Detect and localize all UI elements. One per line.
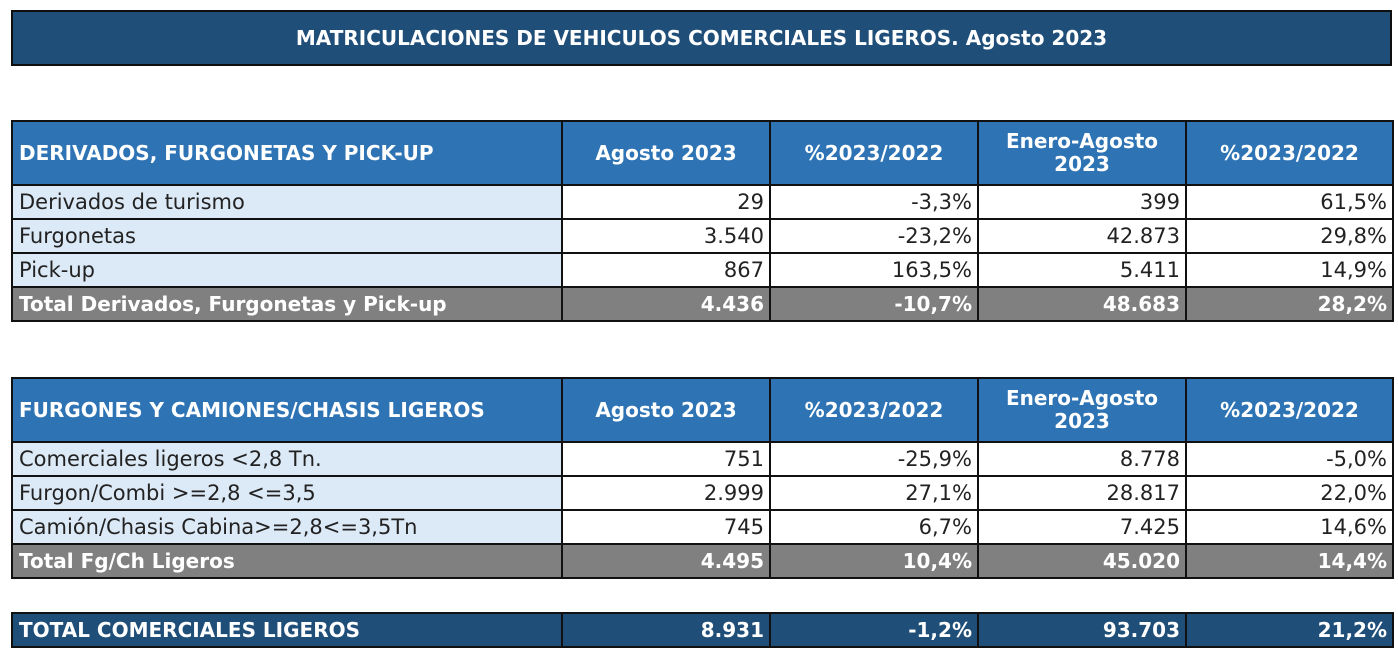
total-label: Total Derivados, Furgonetas y Pick-up [11, 286, 563, 322]
cell-ytd-pct: -5,0% [1185, 441, 1394, 477]
cell-month: 867 [561, 252, 771, 288]
table-row: Comerciales ligeros <2,8 Tn. 751 -25,9% … [11, 441, 1394, 477]
total-row: Total Derivados, Furgonetas y Pick-up 4.… [11, 286, 1394, 322]
grand-total-month-pct: -1,2% [769, 612, 979, 648]
total-row: Total Fg/Ch Ligeros 4.495 10,4% 45.020 1… [11, 543, 1394, 579]
header-ytd: Enero-Agosto 2023 [977, 120, 1187, 186]
cell-month: 3.540 [561, 218, 771, 254]
cell-month-pct: -25,9% [769, 441, 979, 477]
cell-month-pct: -3,3% [769, 184, 979, 220]
total-month: 4.495 [561, 543, 771, 579]
header-ytd: Enero-Agosto 2023 [977, 377, 1187, 443]
header-category: DERIVADOS, FURGONETAS Y PICK-UP [11, 120, 563, 186]
cell-ytd: 8.778 [977, 441, 1187, 477]
cell-ytd: 5.411 [977, 252, 1187, 288]
row-label: Derivados de turismo [11, 184, 563, 220]
table-header: DERIVADOS, FURGONETAS Y PICK-UP Agosto 2… [11, 120, 1394, 186]
grand-total-row: TOTAL COMERCIALES LIGEROS 8.931 -1,2% 93… [11, 612, 1394, 648]
table-derivados: DERIVADOS, FURGONETAS Y PICK-UP Agosto 2… [11, 120, 1394, 322]
cell-month: 29 [561, 184, 771, 220]
total-ytd: 48.683 [977, 286, 1187, 322]
cell-ytd-pct: 22,0% [1185, 475, 1394, 511]
cell-ytd-pct: 61,5% [1185, 184, 1394, 220]
row-label: Comerciales ligeros <2,8 Tn. [11, 441, 563, 477]
cell-month: 745 [561, 509, 771, 545]
table-row: Camión/Chasis Cabina>=2,8<=3,5Tn 745 6,7… [11, 509, 1394, 545]
page-title: MATRICULACIONES DE VEHICULOS COMERCIALES… [11, 10, 1392, 66]
cell-month-pct: -23,2% [769, 218, 979, 254]
table-header: FURGONES Y CAMIONES/CHASIS LIGEROS Agost… [11, 377, 1394, 443]
total-ytd: 45.020 [977, 543, 1187, 579]
table-row: Furgonetas 3.540 -23,2% 42.873 29,8% [11, 218, 1394, 254]
grand-total-month: 8.931 [561, 612, 771, 648]
table-row: Furgon/Combi >=2,8 <=3,5 2.999 27,1% 28.… [11, 475, 1394, 511]
grand-total-ytd: 93.703 [977, 612, 1187, 648]
total-month: 4.436 [561, 286, 771, 322]
cell-ytd-pct: 29,8% [1185, 218, 1394, 254]
total-ytd-pct: 28,2% [1185, 286, 1394, 322]
header-month-pct: %2023/2022 [769, 377, 979, 443]
table-row: Derivados de turismo 29 -3,3% 399 61,5% [11, 184, 1394, 220]
header-ytd-pct: %2023/2022 [1185, 377, 1394, 443]
cell-ytd: 42.873 [977, 218, 1187, 254]
grand-total-label: TOTAL COMERCIALES LIGEROS [11, 612, 563, 648]
header-ytd-pct: %2023/2022 [1185, 120, 1394, 186]
row-label: Pick-up [11, 252, 563, 288]
table-furgones: FURGONES Y CAMIONES/CHASIS LIGEROS Agost… [11, 377, 1394, 579]
cell-month-pct: 27,1% [769, 475, 979, 511]
header-month-pct: %2023/2022 [769, 120, 979, 186]
cell-ytd: 7.425 [977, 509, 1187, 545]
cell-ytd: 399 [977, 184, 1187, 220]
cell-month: 751 [561, 441, 771, 477]
row-label: Furgon/Combi >=2,8 <=3,5 [11, 475, 563, 511]
row-label: Camión/Chasis Cabina>=2,8<=3,5Tn [11, 509, 563, 545]
row-label: Furgonetas [11, 218, 563, 254]
table-row: Pick-up 867 163,5% 5.411 14,9% [11, 252, 1394, 288]
total-month-pct: 10,4% [769, 543, 979, 579]
cell-month-pct: 163,5% [769, 252, 979, 288]
cell-ytd: 28.817 [977, 475, 1187, 511]
table-grand-total: TOTAL COMERCIALES LIGEROS 8.931 -1,2% 93… [11, 612, 1394, 648]
cell-ytd-pct: 14,6% [1185, 509, 1394, 545]
cell-month-pct: 6,7% [769, 509, 979, 545]
grand-total-ytd-pct: 21,2% [1185, 612, 1394, 648]
header-month: Agosto 2023 [561, 120, 771, 186]
cell-ytd-pct: 14,9% [1185, 252, 1394, 288]
total-label: Total Fg/Ch Ligeros [11, 543, 563, 579]
total-ytd-pct: 14,4% [1185, 543, 1394, 579]
header-category: FURGONES Y CAMIONES/CHASIS LIGEROS [11, 377, 563, 443]
total-month-pct: -10,7% [769, 286, 979, 322]
header-month: Agosto 2023 [561, 377, 771, 443]
cell-month: 2.999 [561, 475, 771, 511]
